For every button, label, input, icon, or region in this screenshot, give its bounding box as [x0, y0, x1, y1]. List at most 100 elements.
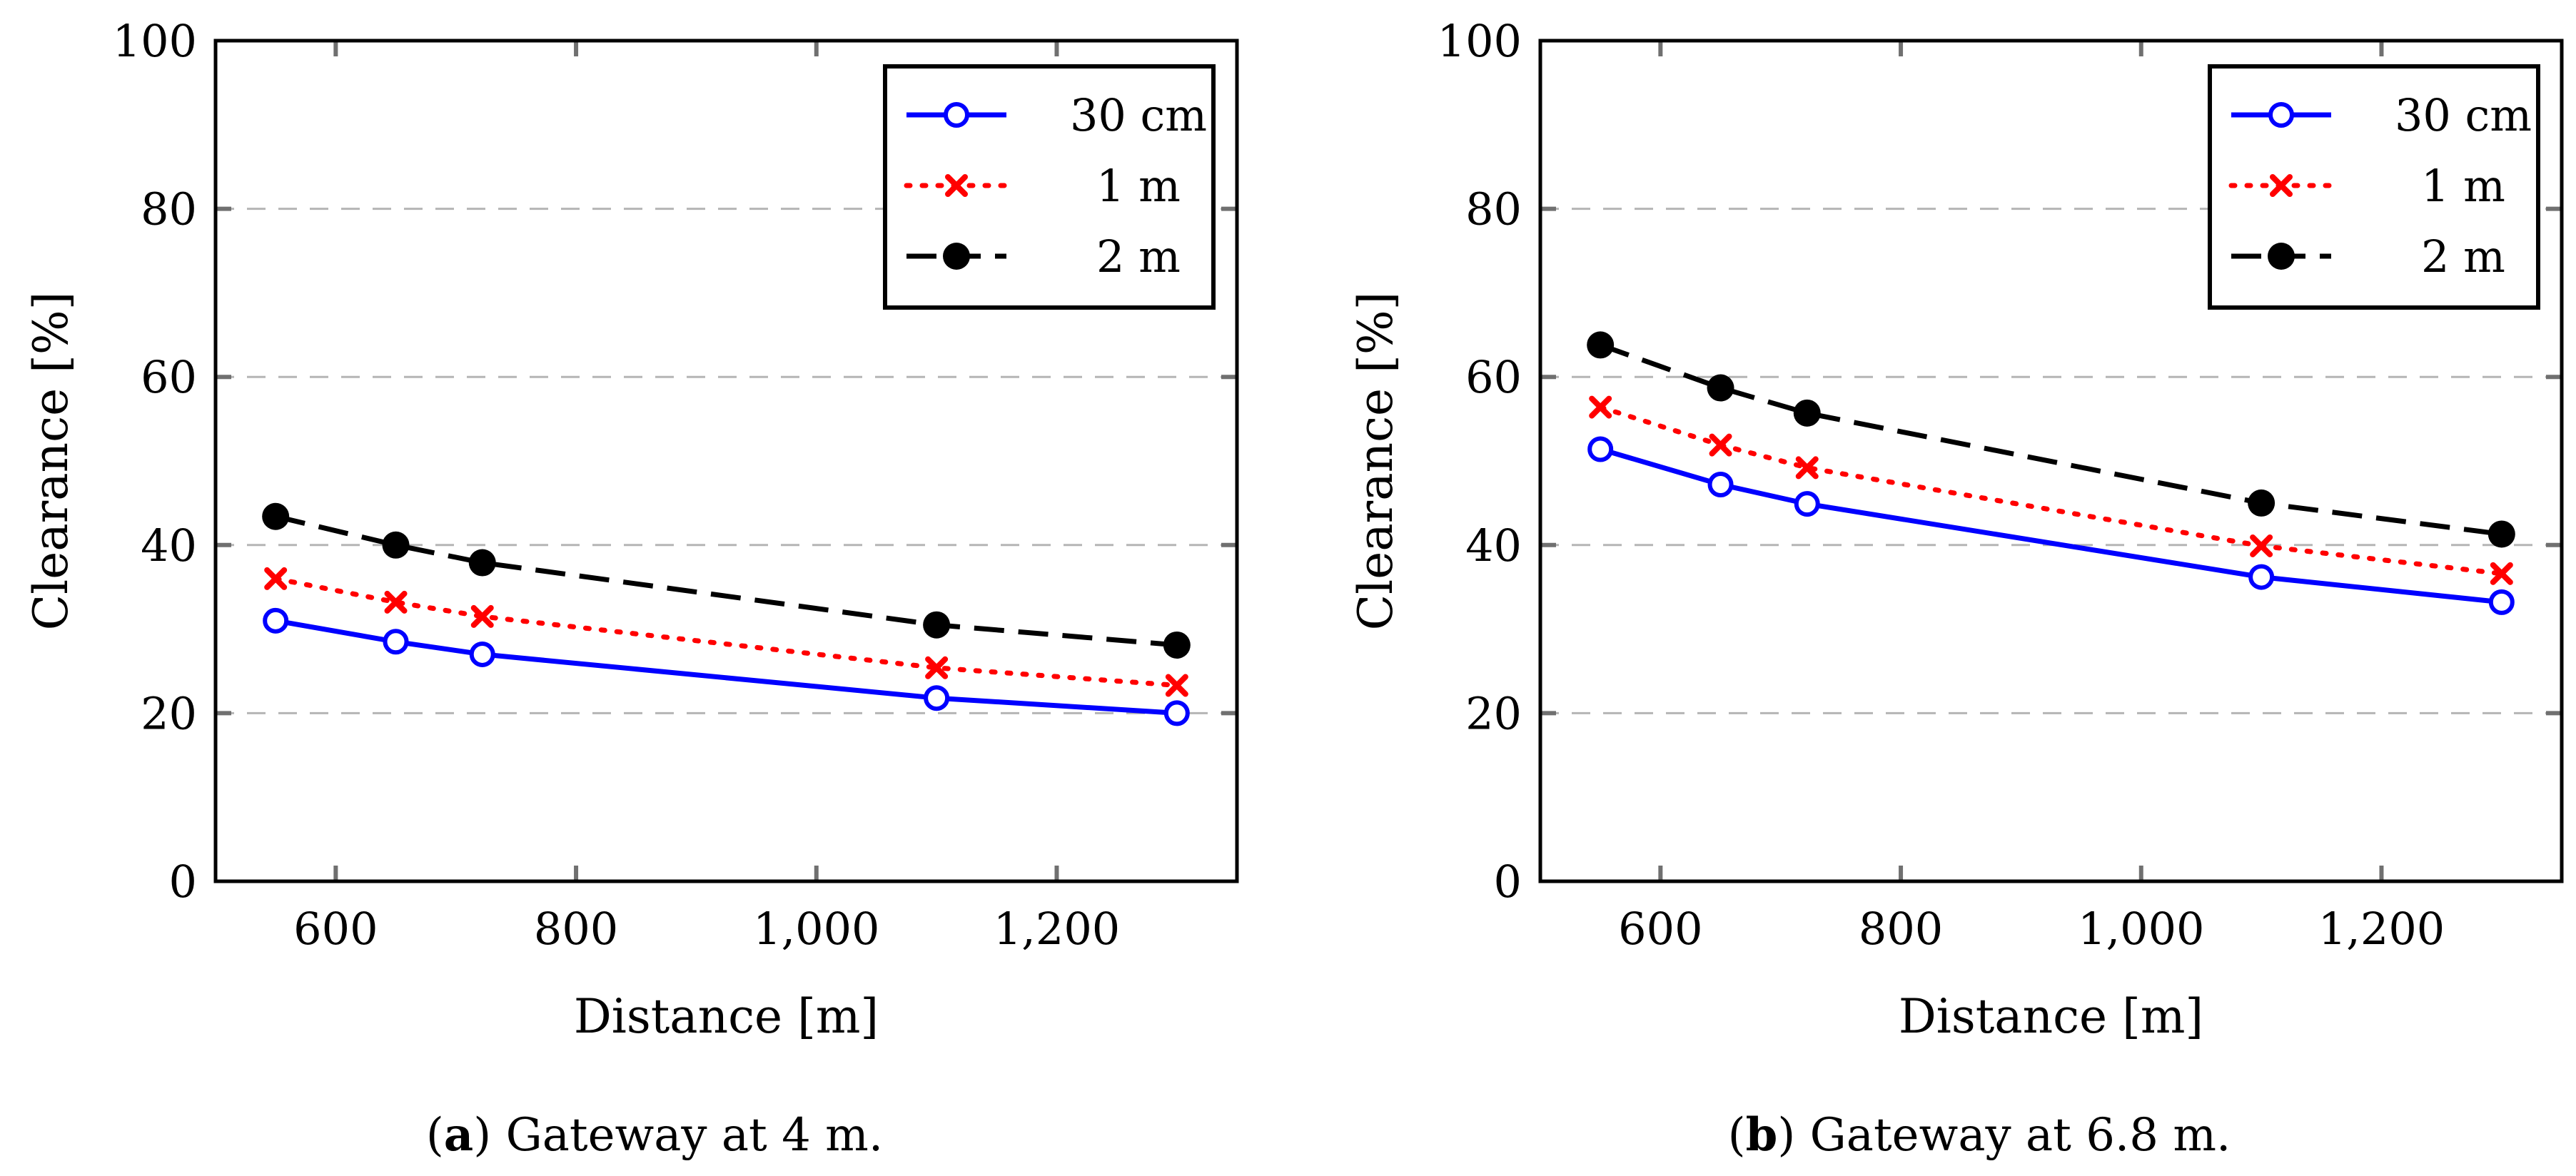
data-point: [1587, 331, 1615, 359]
x-axis-label: Distance [m]: [574, 989, 879, 1044]
legend-label: 1 m: [2421, 160, 2505, 212]
legend-item: 1 m: [2228, 160, 2505, 212]
y-tick-label: 80: [1465, 183, 1522, 235]
data-point: [1793, 399, 1821, 427]
data-point: [1707, 374, 1734, 402]
data-point: [469, 641, 495, 667]
data-point: [2490, 562, 2513, 585]
data-point: [382, 531, 410, 559]
legend-item: 2 m: [906, 230, 1181, 283]
legend-label: 30 cm: [1070, 89, 1207, 141]
data-point: [945, 174, 968, 197]
series-line: [1597, 405, 2505, 577]
y-tick-label: 0: [1494, 856, 1522, 908]
data-point: [2248, 489, 2276, 517]
legend-label: 1 m: [1096, 160, 1181, 212]
data-point: [383, 629, 409, 655]
data-point-stroke: [1709, 433, 1732, 457]
data-point: [1163, 700, 1190, 726]
y-axis-label: Clearance [%]: [1348, 292, 1403, 631]
data-point-stroke: [264, 567, 288, 590]
data-point: [2487, 520, 2515, 548]
legend-label: 2 m: [1096, 230, 1181, 283]
data-point: [2268, 243, 2295, 270]
series-line: [1600, 447, 2502, 605]
data-point: [923, 611, 951, 639]
data-point-stroke: [1165, 674, 1188, 697]
data-point: [1795, 456, 1819, 480]
series-line: [275, 514, 1178, 648]
data-point: [262, 502, 290, 530]
data-point: [2268, 102, 2294, 128]
y-tick-label: 60: [1465, 351, 1522, 403]
data-point-stroke: [2490, 562, 2513, 585]
x-tick-label: 1,000: [753, 903, 880, 955]
plot-frame: [213, 39, 1239, 883]
data-point: [2248, 564, 2275, 590]
legend-item: 30 cm: [2231, 89, 2532, 141]
figure-caption: (b) Gateway at 6.8 m.: [1728, 1108, 2231, 1162]
y-tick-label: 0: [169, 856, 197, 908]
chart-panel-a: 0 20 40 60 80 100 600 800 1,000 1,200 Distance [m]…: [24, 15, 1239, 1162]
data-point: [925, 656, 949, 679]
series-line: [1600, 343, 2502, 537]
data-point: [263, 607, 289, 634]
x-tick-label: 1,200: [2318, 903, 2445, 955]
caption-paren: (: [426, 1109, 444, 1162]
x-tick-label: 1,200: [994, 903, 1121, 955]
series-2: [262, 502, 1191, 659]
data-point-stroke: [384, 590, 408, 614]
data-point: [1709, 433, 1732, 457]
caption-text: Gateway at 6.8 m.: [1810, 1109, 2231, 1162]
data-point: [2250, 534, 2273, 557]
x-axis-label: Distance [m]: [1899, 989, 2203, 1044]
data-point: [2270, 174, 2293, 197]
y-tick-label: 100: [1438, 15, 1522, 67]
legend: 30 cm 1 m 2 m: [2208, 64, 2540, 310]
caption-paren: ): [473, 1109, 505, 1162]
legend: 30 cm 1 m 2 m: [883, 64, 1216, 310]
legend-item: 1 m: [904, 160, 1181, 212]
caption-letter: a: [444, 1108, 473, 1162]
y-tick-label: 60: [141, 351, 197, 403]
data-point: [468, 549, 496, 577]
data-point: [2488, 589, 2515, 615]
caption-paren: (: [1728, 1109, 1746, 1162]
data-point-stroke: [945, 174, 968, 197]
series-1: [264, 567, 1188, 697]
y-tick-label: 100: [113, 15, 197, 67]
caption-letter: b: [1746, 1108, 1778, 1162]
caption-text: Gateway at 4 m.: [506, 1109, 884, 1162]
x-tick-label: 600: [293, 903, 378, 955]
x-tick-label: 600: [1618, 903, 1702, 955]
y-axis-label: Clearance [%]: [24, 292, 79, 631]
data-point: [1589, 395, 1612, 419]
data-point: [944, 102, 969, 128]
data-point-stroke: [1795, 456, 1819, 480]
series-2: [1587, 331, 2515, 548]
data-point: [924, 685, 950, 711]
data-point: [470, 604, 494, 628]
data-point: [264, 567, 288, 590]
data-point: [1794, 491, 1820, 517]
x-tick-label: 800: [534, 903, 618, 955]
y-tick-label: 20: [141, 687, 197, 739]
series-0: [263, 607, 1190, 726]
legend-label: 30 cm: [2395, 89, 2532, 141]
data-point: [1165, 674, 1188, 697]
legend-item: 30 cm: [906, 89, 1207, 141]
data-point: [943, 243, 970, 270]
data-point-stroke: [2250, 534, 2273, 557]
data-point-stroke: [925, 656, 949, 679]
y-tick-label: 20: [1465, 687, 1522, 739]
caption-paren: ): [1777, 1109, 1809, 1162]
data-point: [1163, 631, 1191, 659]
series-1: [1589, 395, 2513, 585]
data-point: [1707, 471, 1734, 497]
legend-item: 2 m: [2231, 230, 2505, 283]
data-point: [1587, 436, 1614, 462]
chart-panel-b: 0 20 40 60 80 100 600 800 1,000 1,200 Distance [m]…: [1348, 15, 2564, 1162]
legend-label: 2 m: [2421, 230, 2505, 283]
y-tick-label: 40: [141, 519, 197, 572]
